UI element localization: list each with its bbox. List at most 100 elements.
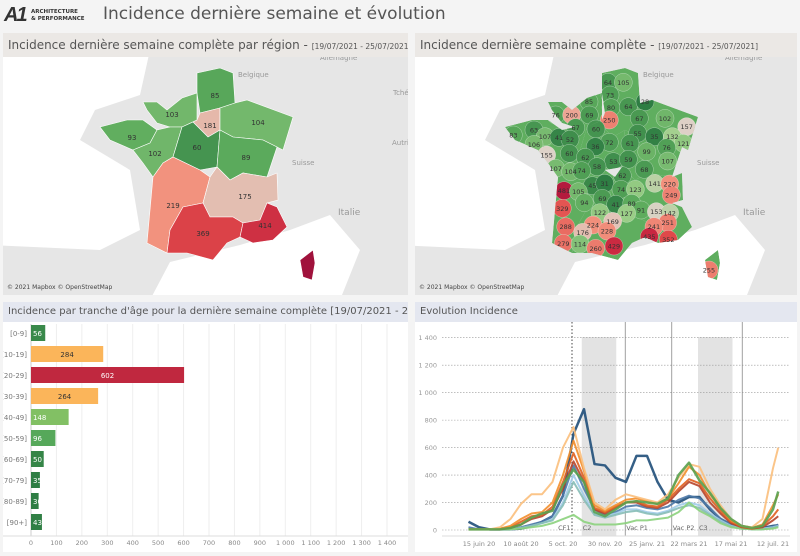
- age-category-label: [70-79]: [3, 477, 27, 485]
- department-value-label: 62: [618, 172, 626, 180]
- lockdown-band: [698, 337, 733, 536]
- y-tick-label: 1 200: [418, 362, 437, 370]
- department-value-label: 260: [589, 245, 601, 253]
- department-value-label: 60: [592, 126, 600, 134]
- x-tick-label: 400: [127, 539, 139, 547]
- department-value-label: 107: [539, 133, 551, 141]
- evolution-chart-title: Evolution Incidence: [415, 302, 797, 322]
- department-shape: [658, 151, 677, 171]
- age-bar-value-label: 264: [58, 393, 72, 401]
- country-label: Autriche: [392, 139, 408, 147]
- department-map-title-text: Incidence dernière semaine complète -: [420, 38, 659, 52]
- region-map[interactable]: Belgique Allemagne Tchéq Autriche Suisse Ital…: [3, 57, 408, 295]
- evolution-line-chart[interactable]: 0 200 400 600 800 1 000 1 200 1 400 CF1 Vac P1 Vac…: [415, 322, 797, 552]
- department-value-label: 127: [620, 210, 632, 218]
- department-value-label: 99: [643, 148, 651, 156]
- x-tick-label: 10 août 20: [503, 540, 538, 548]
- department-value-label: 176: [576, 229, 588, 237]
- age-bar-value-label: 96: [33, 435, 42, 443]
- department-value-label: 200: [565, 112, 577, 120]
- atlantic-sea: [3, 57, 149, 250]
- department-value-label: 67: [635, 115, 643, 123]
- annotation-label: C2: [583, 524, 592, 532]
- age-category-label: [20-29]: [3, 372, 27, 380]
- department-value-label: 228: [601, 228, 613, 236]
- department-value-label: 74: [578, 167, 586, 175]
- map-attribution[interactable]: © 2021 Mapbox © OpenStreetMap: [7, 284, 113, 291]
- logo-line-2: & PERFORMANCE: [31, 16, 85, 22]
- x-tick-label: 1 000: [276, 539, 295, 547]
- age-bar-value-label: 43: [33, 519, 42, 527]
- department-value-label: 329: [556, 205, 568, 213]
- age-bar-chart[interactable]: [0-9] 56 [10-19] 284 [20-29] 602 [30-39] 264 [40…: [3, 322, 408, 552]
- department-value-label: 69: [585, 112, 593, 120]
- age-bar: [31, 493, 39, 509]
- region-value-label: 102: [148, 150, 161, 158]
- country-label: Belgique: [643, 71, 674, 79]
- department-value-label: 94: [580, 199, 588, 207]
- department-value-label: 142: [663, 210, 675, 218]
- age-category-label: [50-59]: [3, 435, 27, 443]
- department-map[interactable]: BelgiqueAllemagneTcAutrSuisseItalie64105…: [415, 57, 797, 295]
- x-tick-label: 900: [254, 539, 266, 547]
- department-shape: [614, 73, 633, 92]
- age-category-label: [40-49]: [3, 414, 27, 422]
- x-tick-label: 700: [203, 539, 215, 547]
- region-map-date-range: [19/07/2021 - 25/07/2021]: [311, 42, 408, 51]
- x-tick-label: 15 juin 20: [463, 540, 496, 548]
- age-bar: [31, 325, 46, 341]
- region-map-title-text: Incidence dernière semaine complète par …: [8, 38, 312, 52]
- department-shape: [617, 204, 636, 223]
- department-value-label: 279: [557, 240, 569, 248]
- department-value-label: 64: [604, 79, 612, 87]
- logo-line-1: ARCHITECTURE: [31, 9, 78, 15]
- series-line: [468, 461, 780, 531]
- age-bar: [31, 451, 44, 467]
- departments-layer: [505, 68, 720, 280]
- logo: A1 ARCHITECTURE & PERFORMANCE: [4, 4, 100, 26]
- age-bar-value-label: 148: [33, 414, 46, 422]
- department-map-date-range: [19/07/2021 - 25/07/2021]: [658, 42, 759, 51]
- region-value-label: 369: [196, 230, 209, 238]
- department-value-label: 255: [703, 267, 715, 275]
- region-value-label: 175: [238, 193, 251, 201]
- country-label: Tchéq: [392, 89, 408, 97]
- department-value-label: 61: [626, 140, 634, 148]
- department-value-label: 249: [665, 192, 677, 200]
- country-label: Allemagne: [320, 57, 357, 62]
- department-value-label: 352: [662, 236, 674, 244]
- x-tick-label: 1 400: [378, 539, 397, 547]
- region-value-label: 181: [203, 122, 216, 130]
- department-value-label: 435: [643, 233, 655, 241]
- age-chart-panel: Incidence par tranche d'âge pour la dern…: [3, 302, 408, 552]
- region-value-label: 60: [193, 144, 202, 152]
- annotation-label: CF1: [558, 524, 570, 532]
- department-value-label: 64: [624, 103, 632, 111]
- department-value-label: 481: [558, 187, 570, 195]
- department-value-label: 250: [603, 117, 615, 125]
- x-tick-label: 5 oct. 20: [549, 540, 578, 548]
- age-category-label: [90+]: [7, 519, 28, 527]
- department-value-label: 60: [565, 150, 573, 158]
- department-value-label: 107: [549, 165, 561, 173]
- department-value-label: 121: [677, 140, 689, 148]
- department-value-label: 224: [587, 222, 599, 230]
- department-value-label: 52: [566, 136, 574, 144]
- y-tick-label: 200: [425, 499, 437, 507]
- department-value-label: 91: [637, 207, 645, 215]
- age-bar-value-label: 56: [33, 330, 42, 338]
- annotation-label: Vac P2: [673, 524, 695, 532]
- x-tick-label: 800: [228, 539, 240, 547]
- y-tick-label: 800: [425, 417, 437, 425]
- country-label: Allemagne: [725, 57, 762, 62]
- department-value-label: 58: [593, 163, 601, 171]
- department-value-label: 122: [594, 209, 606, 217]
- department-shape: [655, 109, 675, 128]
- region-map-title: Incidence dernière semaine complète par …: [3, 33, 408, 57]
- department-value-label: 80: [607, 104, 615, 112]
- department-value-label: 106: [528, 141, 540, 149]
- region-value-label: 89: [242, 154, 251, 162]
- map-attribution[interactable]: © 2021 Mapbox © OpenStreetMap: [419, 284, 525, 291]
- department-value-label: 251: [661, 219, 673, 227]
- department-value-label: 241: [648, 223, 660, 231]
